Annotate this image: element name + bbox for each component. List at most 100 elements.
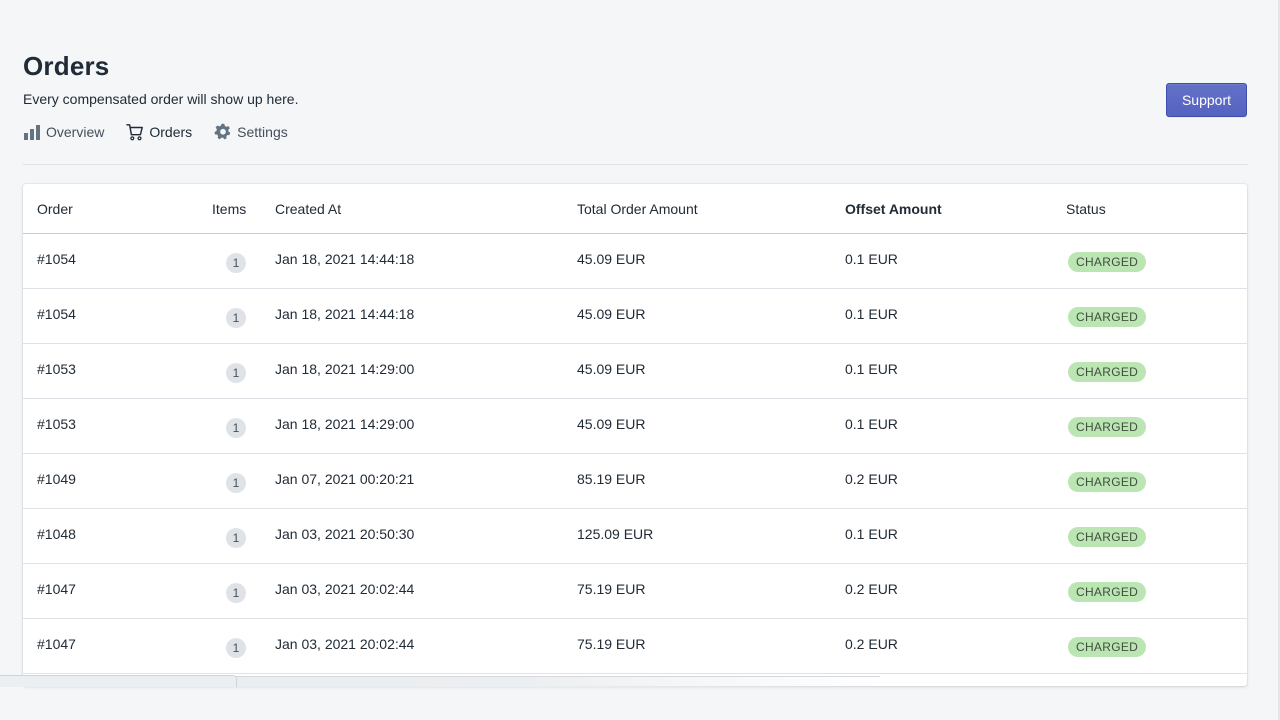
gear-icon bbox=[214, 123, 232, 141]
tab-orders[interactable]: Orders bbox=[126, 121, 192, 143]
order-number[interactable]: #1053 bbox=[23, 398, 197, 454]
status-badge: CHARGED bbox=[1068, 252, 1147, 272]
offset-amount: 0.2 EUR bbox=[845, 453, 1066, 509]
items-count-badge: 1 bbox=[226, 528, 246, 548]
total-order-amount: 125.09 EUR bbox=[577, 508, 845, 564]
status-cell: CHARGED bbox=[1066, 508, 1247, 564]
items-count-badge: 1 bbox=[226, 583, 246, 603]
created-at: Jan 18, 2021 14:44:18 bbox=[275, 233, 577, 289]
support-button[interactable]: Support bbox=[1166, 83, 1247, 117]
tab-overview[interactable]: Overview bbox=[23, 121, 104, 143]
status-cell: CHARGED bbox=[1066, 233, 1247, 289]
created-at: Jan 03, 2021 20:02:44 bbox=[275, 563, 577, 619]
offset-amount: 0.2 EUR bbox=[845, 563, 1066, 619]
items-cell: 1 bbox=[197, 288, 275, 344]
offset-amount: 0.1 EUR bbox=[845, 398, 1066, 454]
status-cell: CHARGED bbox=[1066, 618, 1247, 674]
status-cell: CHARGED bbox=[1066, 563, 1247, 619]
offset-amount: 0.1 EUR bbox=[845, 343, 1066, 399]
column-header-order[interactable]: Order bbox=[23, 184, 197, 234]
total-order-amount: 45.09 EUR bbox=[577, 288, 845, 344]
order-number[interactable]: #1054 bbox=[23, 288, 197, 344]
items-count-badge: 1 bbox=[226, 638, 246, 658]
table-row[interactable]: #1047 1 Jan 03, 2021 20:02:44 75.19 EUR … bbox=[23, 618, 1247, 674]
table-row[interactable]: #1047 1 Jan 03, 2021 20:02:44 75.19 EUR … bbox=[23, 563, 1247, 619]
offset-amount: 0.1 EUR bbox=[845, 288, 1066, 344]
tab-settings-label: Settings bbox=[237, 124, 288, 140]
table-row[interactable]: #1054 1 Jan 18, 2021 14:44:18 45.09 EUR … bbox=[23, 288, 1247, 344]
column-header-offset-amount[interactable]: Offset Amount bbox=[845, 184, 1066, 234]
items-cell: 1 bbox=[197, 508, 275, 564]
status-badge: CHARGED bbox=[1068, 417, 1147, 437]
bottom-toolbar-tab[interactable] bbox=[0, 675, 237, 687]
status-badge: CHARGED bbox=[1068, 472, 1147, 492]
table-header-row: Order Items Created At Total Order Amoun… bbox=[23, 184, 1247, 234]
header-divider bbox=[23, 164, 1248, 165]
orders-card: Order Items Created At Total Order Amoun… bbox=[23, 184, 1247, 686]
bar-chart-icon bbox=[23, 123, 41, 141]
page-header: Orders Every compensated order will show… bbox=[23, 48, 1248, 109]
created-at: Jan 18, 2021 14:29:00 bbox=[275, 398, 577, 454]
items-count-badge: 1 bbox=[226, 473, 246, 493]
offset-amount: 0.1 EUR bbox=[845, 233, 1066, 289]
column-header-total-order-amount[interactable]: Total Order Amount bbox=[577, 184, 845, 234]
cart-icon bbox=[126, 123, 144, 141]
items-cell: 1 bbox=[197, 618, 275, 674]
status-badge: CHARGED bbox=[1068, 307, 1147, 327]
page-title: Orders bbox=[23, 51, 110, 81]
items-count-badge: 1 bbox=[226, 308, 246, 328]
column-header-created-at[interactable]: Created At bbox=[275, 184, 577, 234]
table-row[interactable]: #1048 1 Jan 03, 2021 20:50:30 125.09 EUR… bbox=[23, 508, 1247, 564]
items-cell: 1 bbox=[197, 563, 275, 619]
created-at: Jan 18, 2021 14:44:18 bbox=[275, 288, 577, 344]
bottom-toolbar bbox=[0, 676, 880, 687]
page-subtitle: Every compensated order will show up her… bbox=[23, 91, 299, 107]
total-order-amount: 85.19 EUR bbox=[577, 453, 845, 509]
order-number[interactable]: #1048 bbox=[23, 508, 197, 564]
items-count-badge: 1 bbox=[226, 418, 246, 438]
order-number[interactable]: #1054 bbox=[23, 233, 197, 289]
column-header-status[interactable]: Status bbox=[1066, 184, 1247, 234]
order-number[interactable]: #1047 bbox=[23, 618, 197, 674]
status-cell: CHARGED bbox=[1066, 398, 1247, 454]
status-badge: CHARGED bbox=[1068, 637, 1147, 657]
status-cell: CHARGED bbox=[1066, 453, 1247, 509]
orders-table: Order Items Created At Total Order Amoun… bbox=[23, 184, 1247, 674]
created-at: Jan 03, 2021 20:50:30 bbox=[275, 508, 577, 564]
total-order-amount: 75.19 EUR bbox=[577, 618, 845, 674]
items-count-badge: 1 bbox=[226, 253, 246, 273]
total-order-amount: 75.19 EUR bbox=[577, 563, 845, 619]
status-badge: CHARGED bbox=[1068, 362, 1147, 382]
order-number[interactable]: #1047 bbox=[23, 563, 197, 619]
order-number[interactable]: #1053 bbox=[23, 343, 197, 399]
items-cell: 1 bbox=[197, 233, 275, 289]
status-cell: CHARGED bbox=[1066, 288, 1247, 344]
tab-nav: Overview Orders Settings bbox=[23, 121, 310, 143]
table-row[interactable]: #1053 1 Jan 18, 2021 14:29:00 45.09 EUR … bbox=[23, 343, 1247, 399]
total-order-amount: 45.09 EUR bbox=[577, 343, 845, 399]
vertical-scrollbar-track[interactable] bbox=[1278, 0, 1280, 720]
status-cell: CHARGED bbox=[1066, 343, 1247, 399]
items-cell: 1 bbox=[197, 343, 275, 399]
created-at: Jan 07, 2021 00:20:21 bbox=[275, 453, 577, 509]
total-order-amount: 45.09 EUR bbox=[577, 233, 845, 289]
order-number[interactable]: #1049 bbox=[23, 453, 197, 509]
offset-amount: 0.1 EUR bbox=[845, 508, 1066, 564]
items-count-badge: 1 bbox=[226, 363, 246, 383]
table-row[interactable]: #1054 1 Jan 18, 2021 14:44:18 45.09 EUR … bbox=[23, 233, 1247, 289]
total-order-amount: 45.09 EUR bbox=[577, 398, 845, 454]
column-header-items[interactable]: Items bbox=[197, 184, 275, 234]
created-at: Jan 03, 2021 20:02:44 bbox=[275, 618, 577, 674]
status-badge: CHARGED bbox=[1068, 582, 1147, 602]
table-row[interactable]: #1053 1 Jan 18, 2021 14:29:00 45.09 EUR … bbox=[23, 398, 1247, 454]
status-badge: CHARGED bbox=[1068, 527, 1147, 547]
items-cell: 1 bbox=[197, 398, 275, 454]
table-row[interactable]: #1049 1 Jan 07, 2021 00:20:21 85.19 EUR … bbox=[23, 453, 1247, 509]
tab-settings[interactable]: Settings bbox=[214, 121, 288, 143]
tab-orders-label: Orders bbox=[149, 124, 193, 140]
created-at: Jan 18, 2021 14:29:00 bbox=[275, 343, 577, 399]
offset-amount: 0.2 EUR bbox=[845, 618, 1066, 674]
items-cell: 1 bbox=[197, 453, 275, 509]
tab-overview-label: Overview bbox=[46, 124, 105, 140]
